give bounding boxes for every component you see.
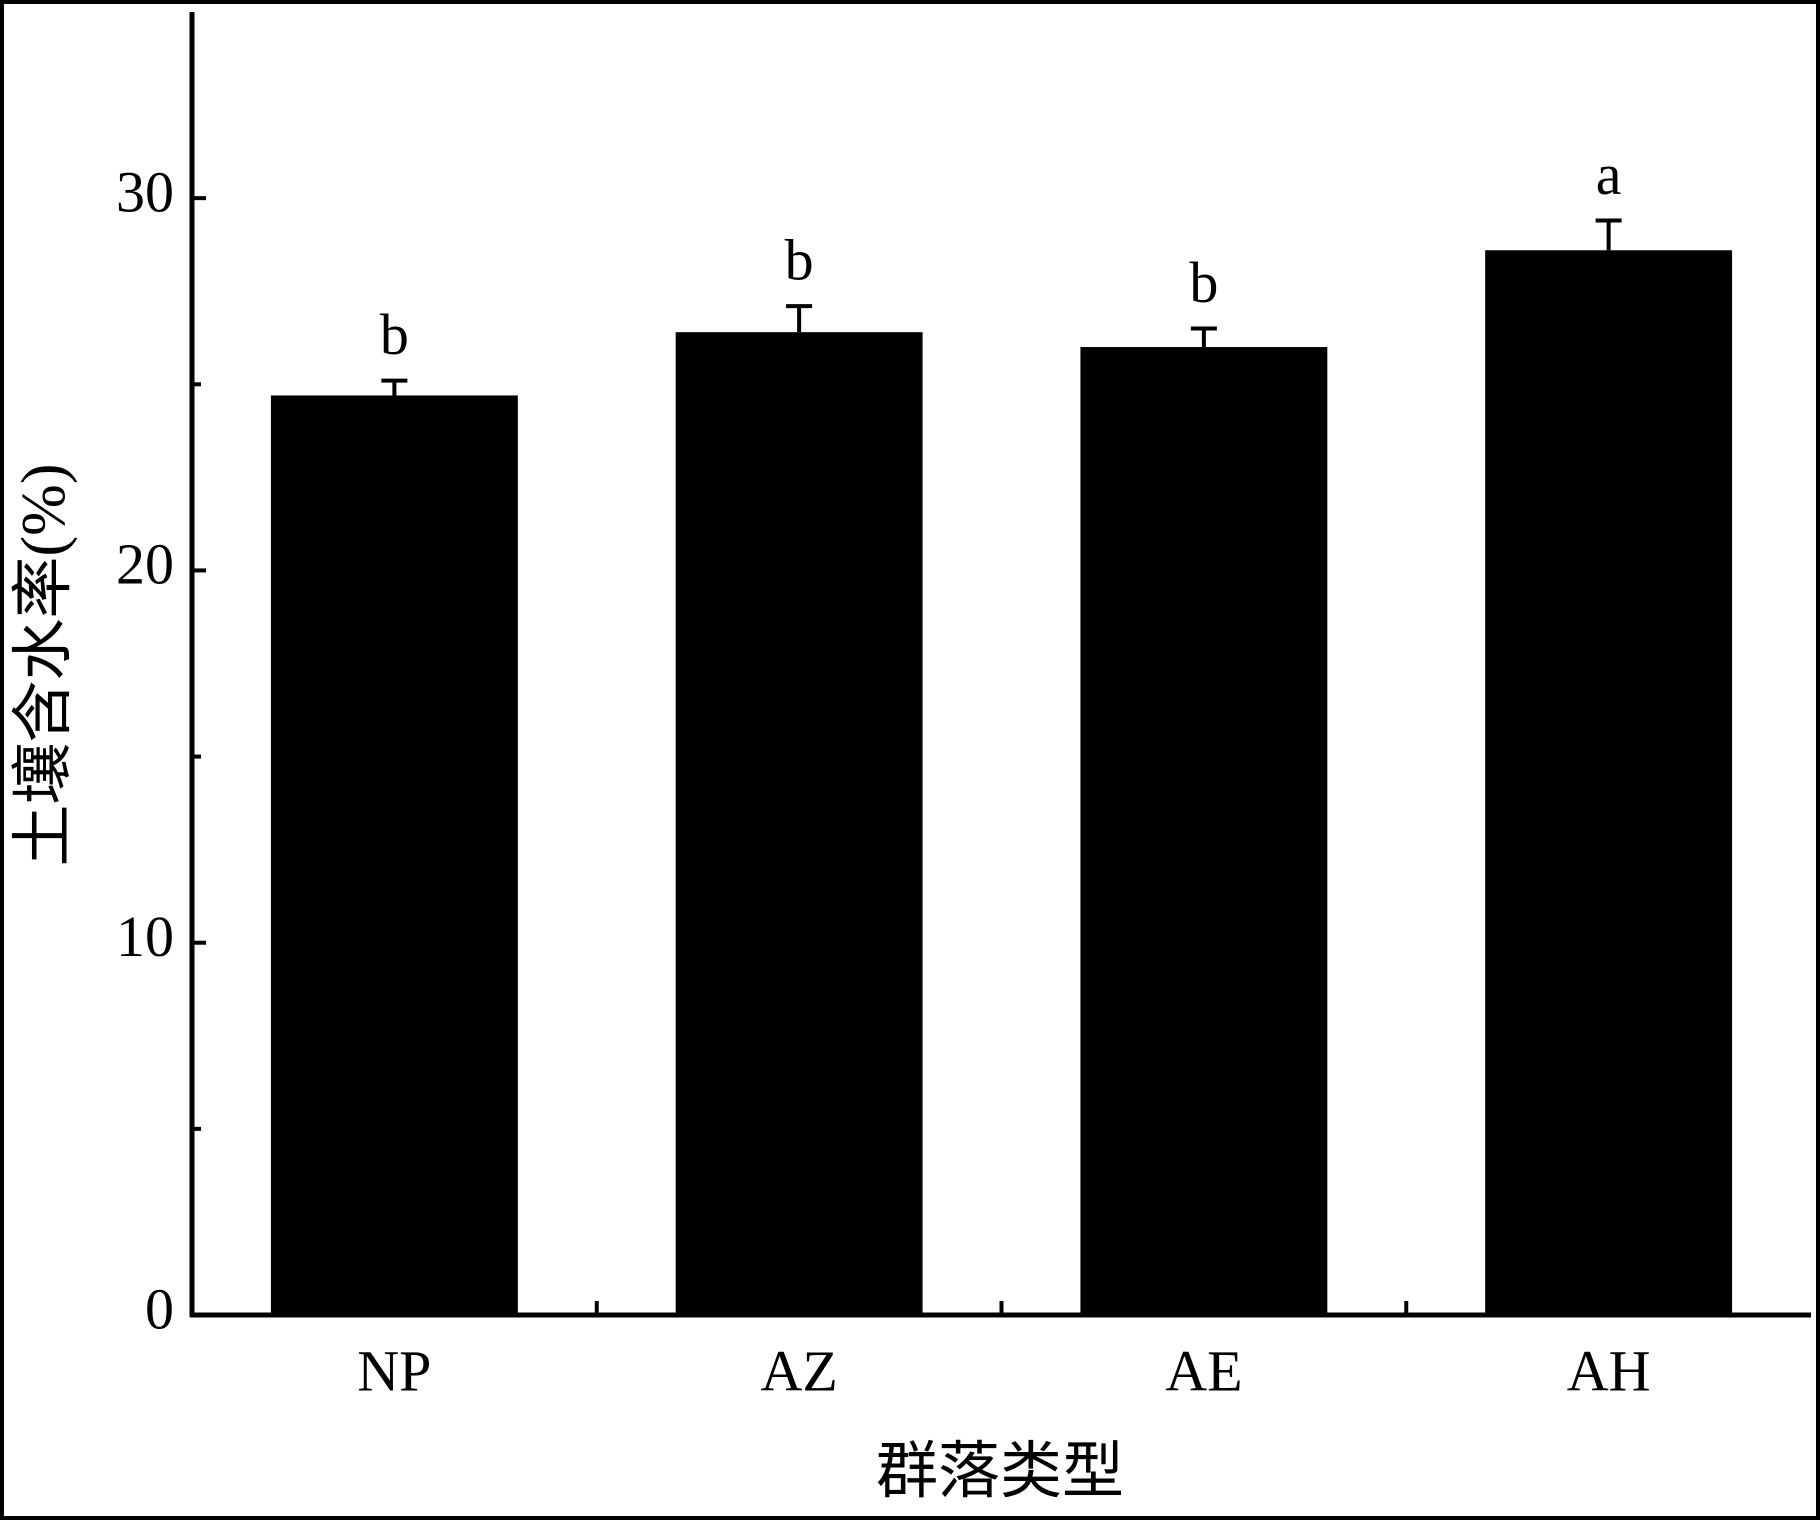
annotation-letter: b <box>1189 250 1218 315</box>
y-tick-label: 0 <box>145 1276 174 1341</box>
bar <box>675 332 923 1315</box>
bar <box>270 395 518 1315</box>
bar <box>1485 250 1733 1316</box>
annotation-letter: a <box>1596 142 1622 207</box>
x-axis-title: 群落类型 <box>876 1438 1124 1506</box>
bar <box>1080 347 1328 1315</box>
annotation-letter: b <box>380 302 409 367</box>
error-bar <box>1190 326 1217 348</box>
x-tick-label: NP <box>357 1338 431 1403</box>
error-bar <box>1595 218 1622 251</box>
annotation-letter: b <box>785 227 814 292</box>
y-axis-title: 土壤含水率(%) <box>10 464 78 867</box>
error-bar <box>786 304 813 333</box>
y-tick-label: 30 <box>116 159 174 224</box>
y-tick-label: 20 <box>116 532 174 597</box>
y-tick-label: 10 <box>116 904 174 969</box>
x-tick-label: AE <box>1165 1338 1242 1403</box>
x-tick-label: AZ <box>760 1338 837 1403</box>
x-tick-label: AH <box>1567 1338 1651 1403</box>
error-bar <box>381 378 408 396</box>
